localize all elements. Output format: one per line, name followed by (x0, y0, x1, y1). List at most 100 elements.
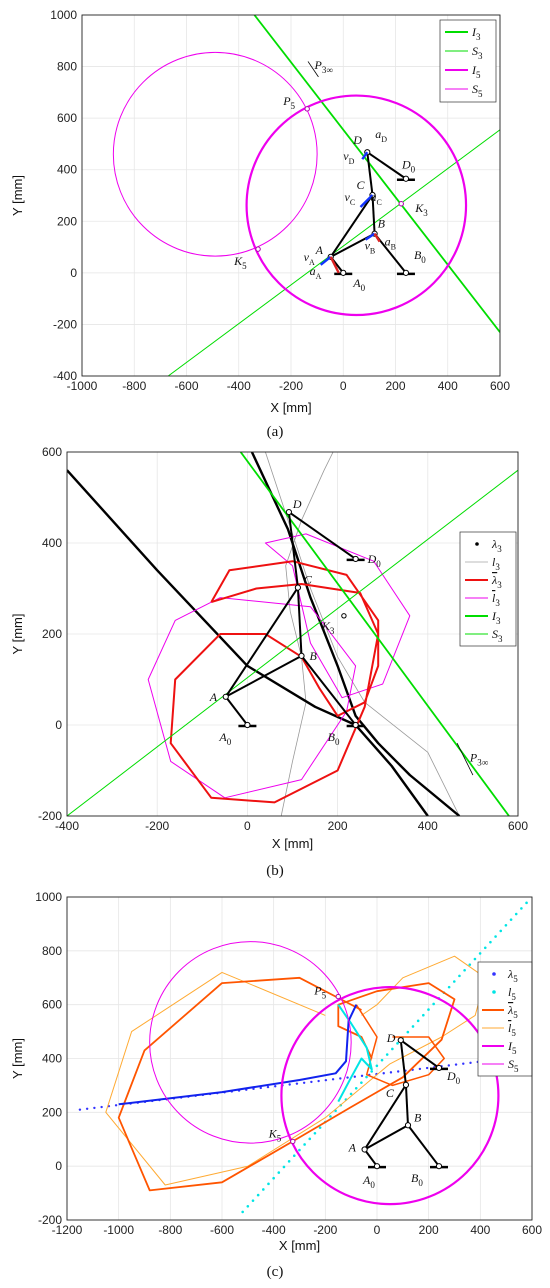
l5-dot (354, 1086, 358, 1090)
joint-B (404, 1122, 412, 1129)
x-tick-label: 0 (340, 379, 347, 393)
lambda5-dot (346, 1076, 349, 1079)
l5-dot (416, 1019, 420, 1023)
y-tick-label: 200 (57, 214, 77, 228)
link-AC (329, 194, 374, 258)
label-B: B (414, 1110, 422, 1124)
lambda5-dot (331, 1078, 335, 1081)
x-axis-label: X [mm] (270, 400, 311, 415)
label-A0: A0 (362, 1173, 375, 1190)
link-BC (404, 1084, 409, 1126)
legend-label: I5 (471, 63, 481, 80)
lambda5-dot (389, 1071, 393, 1074)
curve-l5-solid (337, 1004, 373, 1103)
l5-dot (360, 1081, 363, 1084)
y-axis-label: Y [mm] (10, 175, 25, 216)
label-aC: aC (371, 190, 382, 207)
curve-l3-bar-2 (264, 533, 411, 699)
l5-dot (406, 1030, 410, 1034)
legend-label: I3 (471, 25, 481, 42)
l5-dot (396, 1042, 399, 1045)
circle-I5 (245, 94, 468, 317)
legend-label: I3 (491, 609, 501, 626)
link-A0A (363, 1148, 378, 1167)
label-P5: P5 (282, 94, 295, 111)
legend-label: S3 (492, 627, 503, 644)
l5-dot (313, 1131, 317, 1135)
label-aB: aB (385, 235, 396, 252)
link-BC (371, 194, 376, 234)
joint-A (361, 1146, 368, 1153)
label-D0: D0 (446, 1069, 461, 1086)
panel-caption: (c) (267, 1264, 284, 1280)
legend-label: l5 (508, 1021, 516, 1038)
legend-box (477, 961, 533, 1077)
curve-lambda5-bar (117, 976, 456, 1192)
label-K5: K5 (268, 1126, 282, 1143)
circle-S5 (112, 51, 318, 257)
legend-label: l5 (508, 985, 516, 1002)
plot-frame (66, 896, 533, 1221)
legend-label: l3 (492, 591, 500, 608)
lambda5-dot (462, 1062, 465, 1065)
joint-B (298, 652, 305, 659)
label-A0: A0 (352, 276, 365, 293)
l5-dot (262, 1188, 265, 1191)
plot-content (67, 452, 518, 816)
joint-A0 (244, 721, 251, 729)
lambda5-dot (454, 1063, 458, 1066)
label-A: A (348, 1140, 357, 1154)
point-K3 (398, 201, 404, 207)
lambda5-dot (353, 1075, 356, 1078)
label-A: A (209, 690, 218, 704)
y-tick-label: 400 (42, 1052, 62, 1066)
curve-lambda5-bar-inner (355, 1004, 445, 1087)
l5-dot (298, 1148, 301, 1152)
curve-l3-bar-1 (147, 597, 357, 799)
label-A: A (315, 243, 324, 257)
joint-B0 (435, 1163, 443, 1170)
l5-dot (375, 1064, 379, 1068)
link-AC (224, 587, 299, 698)
l5-dot (391, 1047, 394, 1051)
label-B0: B0 (328, 730, 340, 747)
l5-dot (514, 912, 518, 916)
link-CD (287, 511, 299, 588)
link-DD0 (400, 1039, 440, 1069)
x-axis-label: X [mm] (272, 836, 313, 851)
label-vA: vA (304, 250, 315, 267)
y-tick-label: 0 (55, 718, 62, 732)
l5-dot (267, 1182, 270, 1186)
l5-dot (370, 1070, 374, 1073)
label-B0: B0 (411, 1171, 423, 1188)
lambda5-dot (295, 1082, 299, 1085)
x-tick-label: 200 (328, 819, 348, 833)
point-K5 (255, 246, 261, 252)
x-tick-label: 400 (418, 819, 438, 833)
link-BC (296, 587, 303, 656)
x-tick-label: -1000 (67, 379, 98, 393)
label-B0: B0 (414, 248, 426, 265)
lambda5-dot (114, 1104, 118, 1107)
lambda5-dot (360, 1074, 364, 1078)
l5-dot (246, 1205, 250, 1208)
label-D0: D0 (367, 552, 382, 569)
circle-S5 (149, 941, 352, 1144)
label-K5: K5 (233, 254, 247, 271)
lambda5-dot (339, 1077, 342, 1080)
l5-dot (380, 1058, 384, 1062)
link-CD (366, 152, 374, 196)
l5-dot (282, 1165, 286, 1169)
curve-lambda3-bar (169, 560, 380, 804)
legend: I3 S3 I5 S5 (439, 19, 497, 103)
velocity-vector-A (319, 255, 332, 266)
lambda5-dot (266, 1085, 270, 1089)
panel-a: -1000 -800 -600 -400 -200 0 200 400 600 -400 -200 0… (10, 8, 510, 440)
l5-dot (473, 957, 477, 961)
l5-dot (422, 1013, 425, 1017)
l5-dot (489, 940, 492, 944)
legend-label: I5 (507, 1039, 517, 1056)
l5-dot (483, 946, 487, 950)
lambda5-dot (93, 1106, 96, 1110)
